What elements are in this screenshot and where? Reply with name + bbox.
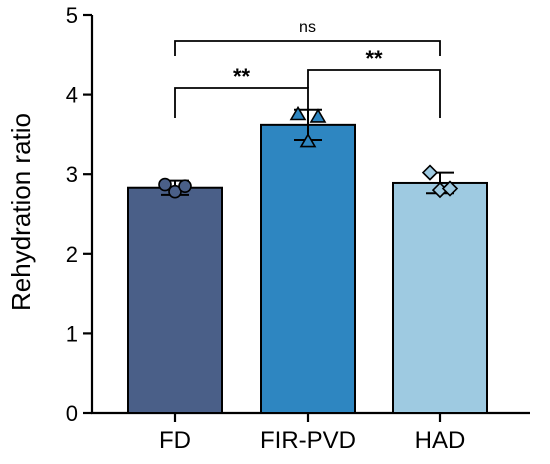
data-point	[309, 108, 327, 123]
y-tick-label: 1	[66, 321, 78, 346]
data-point	[299, 132, 317, 148]
data-point	[289, 105, 307, 121]
significance-bracket	[307, 69, 441, 118]
x-tick-label: FIR-PVD	[260, 427, 356, 454]
x-tick-label: HAD	[415, 427, 466, 454]
plot-area: 0 1 2 3 4 5 FD FIR-PVD HAD ** ** ns	[66, 3, 530, 454]
bar-fir-pvd	[260, 123, 356, 415]
y-axis-title: Rehydration ratio	[6, 113, 36, 311]
y-tick-label: 3	[66, 162, 78, 187]
y-tick-label: 0	[66, 401, 78, 426]
significance-bracket	[174, 40, 441, 56]
x-tick-label: FD	[159, 427, 191, 454]
data-point	[421, 164, 439, 181]
data-point	[178, 179, 192, 193]
y-tick-label: 4	[66, 83, 78, 108]
significance-bracket	[174, 87, 309, 118]
data-point	[158, 177, 172, 192]
bar-fd	[127, 186, 223, 414]
y-tick-label: 5	[66, 3, 78, 28]
data-point	[441, 180, 459, 197]
significance-label: **	[233, 64, 251, 89]
significance-label: **	[365, 46, 383, 71]
bar-had	[392, 181, 488, 414]
significance-label: ns	[299, 19, 316, 36]
data-point	[168, 184, 182, 199]
y-tick-label: 2	[66, 242, 78, 267]
